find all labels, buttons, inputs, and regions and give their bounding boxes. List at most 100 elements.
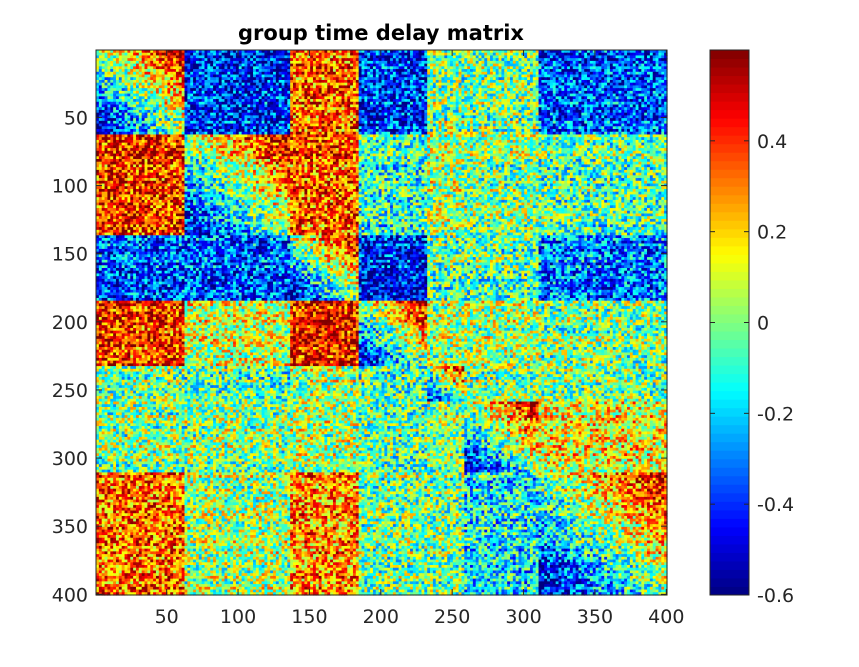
heatmap-cell: [664, 55, 668, 59]
heatmap-cell: [627, 69, 631, 73]
heatmap-cell: [410, 77, 414, 81]
heatmap-cell: [575, 66, 580, 70]
heatmap-cell: [644, 74, 648, 78]
heatmap-cell: [464, 60, 468, 65]
heatmap-cell: [527, 60, 531, 65]
heatmap-cell: [318, 69, 323, 73]
heatmap-cell: [549, 74, 554, 78]
heatmap-cell: [318, 55, 323, 59]
heatmap-cell: [558, 58, 562, 62]
heatmap-cell: [644, 71, 648, 76]
heatmap-cell: [201, 71, 206, 76]
heatmap-cell: [187, 63, 191, 67]
heatmap-cell: [584, 63, 588, 67]
heatmap-cell: [587, 66, 591, 70]
heatmap-cell: [338, 74, 343, 78]
heatmap-cell: [661, 58, 665, 62]
heatmap-cell: [190, 58, 194, 62]
heatmap-cell: [484, 71, 488, 76]
heatmap-cell: [267, 55, 271, 59]
heatmap-cell: [150, 55, 154, 59]
heatmap-cell: [470, 58, 474, 62]
heatmap-cell: [552, 63, 557, 67]
heatmap-cell: [221, 63, 226, 67]
heatmap-cell: [475, 74, 480, 78]
heatmap-cell: [481, 55, 485, 59]
heatmap-cell: [390, 69, 394, 73]
heatmap-cell: [241, 50, 246, 54]
heatmap-cell: [655, 60, 660, 65]
heatmap-cell: [447, 66, 451, 70]
heatmap-cell: [238, 50, 243, 54]
heatmap-cell: [181, 66, 186, 70]
heatmap-cell: [367, 63, 371, 67]
heatmap-cell: [461, 63, 465, 67]
heatmap-cell: [253, 74, 257, 78]
heatmap-cell: [529, 66, 534, 70]
heatmap-cell: [484, 58, 488, 62]
heatmap-cell: [424, 60, 428, 65]
heatmap-cell: [512, 77, 517, 81]
heatmap-cell: [455, 50, 460, 54]
heatmap-cell: [110, 58, 114, 62]
heatmap-cell: [655, 50, 660, 54]
heatmap-cell: [601, 52, 605, 57]
heatmap-cell: [624, 52, 628, 57]
heatmap-cell: [104, 58, 109, 62]
heatmap-cell: [227, 74, 231, 78]
heatmap-cell: [221, 55, 226, 59]
heatmap-cell: [427, 66, 431, 70]
heatmap-cell: [489, 66, 494, 70]
heatmap-cell: [184, 69, 188, 73]
heatmap-cell: [324, 69, 328, 73]
heatmap-cell: [501, 60, 505, 65]
heatmap-cell: [364, 77, 368, 81]
heatmap-cell: [527, 69, 531, 73]
heatmap-cell: [512, 50, 517, 54]
heatmap-cell: [398, 50, 403, 54]
heatmap-cell: [430, 52, 434, 57]
heatmap-cell: [498, 74, 503, 78]
heatmap-cell: [367, 66, 371, 70]
heatmap-cell: [290, 52, 294, 57]
heatmap-cell: [555, 55, 560, 59]
heatmap-cell: [284, 71, 288, 76]
heatmap-cell: [458, 63, 463, 67]
heatmap-cell: [224, 55, 228, 59]
heatmap-cell: [392, 50, 397, 54]
heatmap-cell: [301, 71, 306, 76]
heatmap-cell: [193, 66, 197, 70]
heatmap-cell: [512, 66, 517, 70]
heatmap-cell: [487, 77, 491, 81]
heatmap-cell: [507, 71, 511, 76]
heatmap-cell: [635, 58, 640, 62]
heatmap-cell: [113, 52, 117, 57]
heatmap-cell: [98, 58, 103, 62]
heatmap-cell: [198, 58, 203, 62]
heatmap-cell: [173, 58, 177, 62]
heatmap-cell: [312, 60, 317, 65]
heatmap-cell: [427, 55, 431, 59]
heatmap-cell: [492, 66, 497, 70]
heatmap-cell: [450, 69, 454, 73]
heatmap-cell: [404, 50, 408, 54]
heatmap-cell: [464, 63, 468, 67]
heatmap-cell: [335, 69, 340, 73]
heatmap-cell: [307, 55, 311, 59]
heatmap-cell: [412, 63, 417, 67]
heatmap-cell: [452, 52, 457, 57]
heatmap-cell: [247, 60, 251, 65]
heatmap-cell: [390, 52, 394, 57]
heatmap-cell: [501, 63, 505, 67]
heatmap-cell: [275, 55, 280, 59]
heatmap-cell: [230, 74, 234, 78]
heatmap-cell: [247, 52, 251, 57]
heatmap-cell: [298, 52, 303, 57]
heatmap-cell: [638, 60, 642, 65]
heatmap-cell: [158, 55, 163, 59]
heatmap-cell: [615, 50, 620, 54]
heatmap-cell: [273, 71, 277, 76]
heatmap-cell: [364, 52, 368, 57]
heatmap-cell: [324, 66, 328, 70]
heatmap-cell: [421, 69, 425, 73]
